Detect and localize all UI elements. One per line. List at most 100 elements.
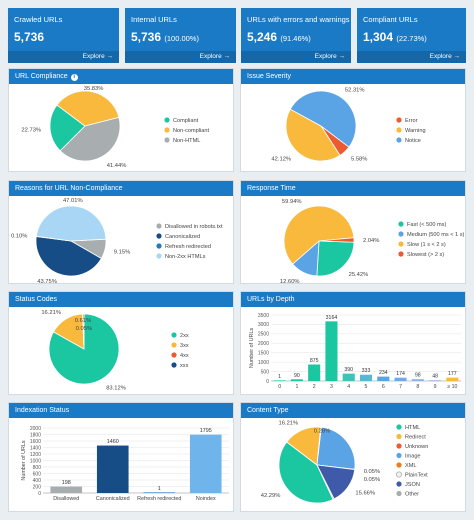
bar-canonicalized[interactable] [96, 445, 129, 493]
x-tick-label: Disallowed [53, 496, 79, 502]
slice-pct-label: 5.58% [351, 157, 367, 163]
pie-slice-non-html[interactable] [59, 116, 121, 162]
bar-value-label: 3164 [326, 315, 338, 321]
x-tick-label: 9 [434, 384, 437, 390]
legend-label-slowest-2-s: Slowest (> 2 s) [407, 252, 444, 258]
bar-4[interactable] [342, 373, 355, 381]
stat-value: 5,736 (100.00%) [131, 30, 199, 44]
bar-refresh-redirected[interactable] [143, 492, 176, 493]
legend-label-refresh-redirected: Refresh redirected [165, 244, 211, 250]
x-tick-label: 6 [382, 384, 385, 390]
panel-issue-severity: Issue Severity 5.58% 42.12% 52.31% Error War… [240, 68, 466, 172]
legend-label-non-2xx-htmls: Non-2xx HTMLs [165, 254, 206, 260]
legend-label-disallowed-in-robots-txt: Disallowed in robots.txt [165, 224, 223, 230]
info-icon[interactable]: i [70, 74, 78, 81]
bar-0[interactable] [273, 380, 286, 381]
panel-response-time: Response Time 25.42% 12.60% 59.94% 2.04% Fas… [240, 180, 466, 285]
stat-urls-with-errors: URLs with errors and warnings 5,246 (91.… [241, 8, 351, 63]
bar-value-label: 174 [396, 371, 405, 377]
pie-slice-other[interactable] [316, 464, 335, 500]
legend-swatch-image [396, 452, 402, 459]
bar-1[interactable] [290, 379, 303, 381]
bar-9[interactable] [429, 380, 442, 381]
y-axis-label: Number of URLs [21, 440, 27, 480]
pie-slice-canonicalized[interactable] [35, 236, 102, 277]
stat-compliant-urls: Compliant URLs 1,304 (22.73%) Explore → [357, 8, 466, 63]
x-tick-label: 3 [330, 384, 333, 390]
slice-pct-label: 47.01% [63, 198, 83, 204]
bar-3[interactable] [325, 321, 338, 381]
pie-slice-fast-500-ms[interactable] [316, 240, 355, 277]
panel-title: Indexation Status [9, 403, 233, 418]
bar-value-label: 198 [62, 480, 71, 486]
y-tick-label: 2000 [30, 426, 41, 432]
slice-pct-label: 0.10% [11, 234, 27, 240]
x-tick-label: 1 [295, 384, 298, 390]
slice-pct-label: 9.15% [114, 250, 130, 256]
slice-pct-label: 0.61% [75, 318, 91, 324]
x-tick-label: 8 [416, 384, 419, 390]
pie-slice-compliant[interactable] [49, 104, 86, 152]
bar-value-label: 1 [278, 374, 281, 380]
pie-slice-non-compliant[interactable] [56, 90, 120, 127]
pie-slice-warning[interactable] [285, 108, 341, 162]
pie-slice-slow-1-s-2-s[interactable] [283, 205, 355, 265]
panel-reasons-non-compliance: Reasons for URL Non-Compliance 9.15% 43.7… [8, 180, 234, 285]
pie-slice-non-2xx-htmls[interactable] [35, 205, 107, 242]
legend-swatch-slow-1-s-2-s [398, 241, 404, 247]
bar-5[interactable] [359, 374, 373, 381]
legend-swatch-warning [396, 127, 402, 133]
y-tick-label: 1400 [30, 445, 41, 451]
legend-label-slow-1-s-2-s: Slow (1 s < 2 s) [407, 242, 446, 248]
url-compliance-chart: 22.73% 35.83% 41.44% Compliant Non-compliant… [21, 86, 209, 169]
bar-disallowed[interactable] [50, 486, 83, 493]
bar-6[interactable] [377, 376, 390, 381]
status-codes-chart: 83.12% 16.21% 0.61% 0.05% 2xx 3xx 4xx xxx [41, 310, 189, 392]
explore-button[interactable]: Explore → [8, 51, 119, 63]
slice-pct-label: 0.05% [76, 326, 92, 332]
panel-title: URLs by Depth [241, 292, 465, 307]
legend-label-notice: Notice [405, 138, 421, 144]
legend-label-compliant: Compliant [173, 118, 199, 124]
x-tick-label: Refresh redirected [137, 496, 181, 502]
slice-pct-label: 43.75% [37, 279, 57, 285]
panel-urls-by-depth: URLs by Depth 0 500 1000 1500 2000 2500 3000 35… [240, 291, 466, 395]
bar-7[interactable] [394, 377, 407, 381]
slice-pct-label: 83.12% [106, 386, 126, 392]
legend-label-json: JSON [405, 482, 420, 488]
pie-slice-image[interactable] [316, 426, 356, 470]
x-tick-label: 7 [399, 384, 402, 390]
legend-label-xxx: xxx [180, 363, 189, 369]
pie-slice-slowest-2-s[interactable] [318, 237, 355, 243]
stat-label: Crawled URLs [14, 15, 63, 24]
pie-slice-notice[interactable] [289, 90, 357, 148]
legend-label-canonicalized: Canonicalized [165, 234, 200, 240]
bar-noindex[interactable] [189, 434, 222, 493]
legend-label-medium-500-ms-1-s: Medium (500 ms < 1 s) [407, 232, 464, 238]
legend-label-warning: Warning [405, 128, 426, 134]
bar-8[interactable] [411, 379, 424, 381]
legend-label-image: Image [405, 454, 421, 460]
legend-label-html: HTML [405, 425, 420, 431]
legend-swatch-disallowed-in-robots-txt [156, 223, 162, 229]
legend-swatch-json [396, 481, 402, 487]
x-tick-label: ≥ 10 [447, 384, 457, 390]
y-tick-label: 500 [261, 369, 270, 375]
explore-button[interactable]: Explore → [357, 51, 466, 63]
legend-swatch-non-2xx-htmls [156, 253, 162, 259]
slice-pct-label: 42.12% [271, 157, 291, 163]
legend-swatch-compliant [164, 117, 170, 123]
panel-title: Response Time [241, 181, 465, 196]
legend-swatch-4xx [171, 352, 177, 358]
legend-swatch-non-compliant [164, 127, 170, 133]
slice-pct-label: 16.21% [279, 420, 299, 426]
panel-title: Content Type [241, 403, 465, 418]
bar-10[interactable] [446, 377, 459, 381]
slice-pct-label: 12.60% [280, 279, 300, 285]
explore-button[interactable]: Explore → [241, 51, 351, 63]
bar-value-label: 177 [448, 371, 457, 377]
y-tick-label: 1200 [30, 452, 41, 458]
bar-2[interactable] [308, 364, 321, 382]
explore-button[interactable]: Explore → [125, 51, 236, 63]
pie-slice-html[interactable] [278, 441, 334, 504]
